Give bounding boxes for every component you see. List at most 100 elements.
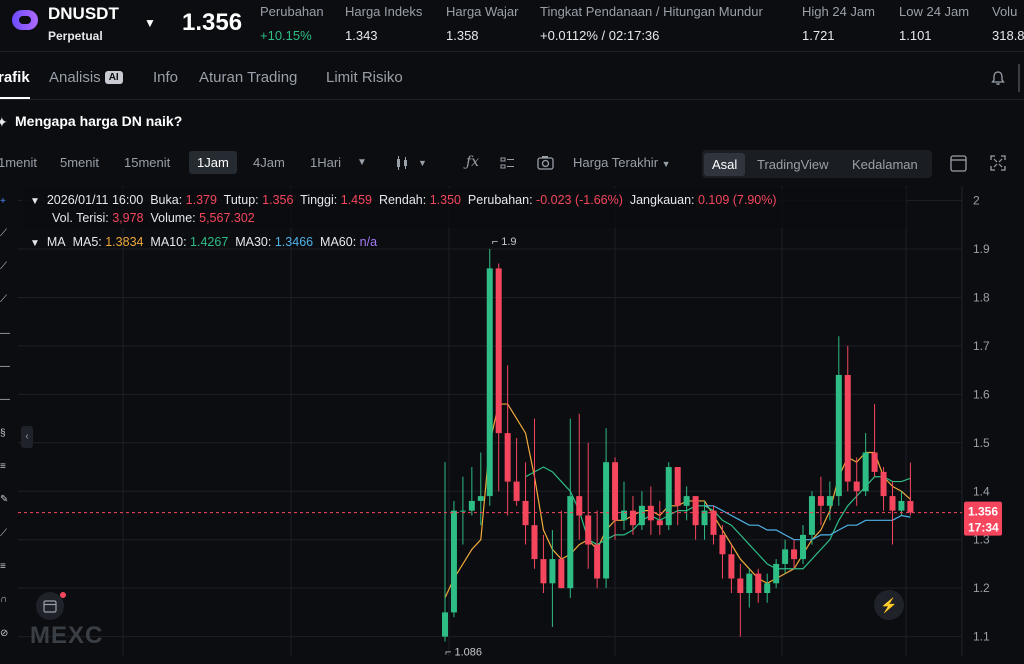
timeframe-1m[interactable]: 1menit bbox=[0, 155, 38, 170]
timeframe-1h[interactable]: 1Jam bbox=[189, 151, 237, 174]
calendar-button[interactable] bbox=[36, 592, 64, 620]
extended-line-icon[interactable]: ⟋ bbox=[0, 294, 7, 305]
candle-body bbox=[603, 462, 610, 579]
candle-body bbox=[889, 496, 896, 511]
ma-title: MA bbox=[46, 235, 66, 249]
tab-info[interactable]: Info bbox=[153, 69, 179, 86]
stat-value: 1.343 bbox=[345, 28, 378, 43]
stat-label: Harga Wajar bbox=[446, 4, 519, 19]
view-depth[interactable]: Kedalaman bbox=[852, 157, 918, 172]
close-label: Tutup: bbox=[223, 193, 259, 207]
candle-body bbox=[835, 374, 842, 497]
ma10-label: MA10: bbox=[150, 235, 187, 249]
candle-body bbox=[549, 559, 556, 584]
ray-icon[interactable]: ⟋ bbox=[0, 261, 7, 272]
candle-type-icon[interactable] bbox=[395, 155, 411, 171]
stat-low-24h: Low 24 Jam 1.101 bbox=[899, 4, 969, 43]
y-tick-label: 1.6 bbox=[973, 387, 990, 401]
horizontal-line-icon[interactable]: — bbox=[0, 328, 10, 339]
y-tick-label: 1.9 bbox=[973, 242, 990, 256]
tab-analysis[interactable]: Analisis AI bbox=[49, 69, 123, 86]
question-icon: ✦ bbox=[0, 114, 8, 130]
question-row[interactable]: ✦ Mengapa harga DN naik? bbox=[0, 102, 1024, 142]
candle-body bbox=[486, 268, 493, 497]
ohlc-overlay-bg bbox=[22, 188, 906, 228]
fib-icon[interactable]: § bbox=[0, 428, 6, 439]
contract-type: Perpetual bbox=[48, 29, 103, 43]
candle-body bbox=[898, 500, 905, 511]
bell-icon[interactable] bbox=[990, 70, 1006, 86]
collapse-toolbar-button[interactable]: ‹ bbox=[21, 426, 33, 448]
view-tradingview[interactable]: TradingView bbox=[757, 157, 829, 172]
symbol-name: DNUSDT bbox=[48, 4, 119, 23]
calendar-icon bbox=[43, 600, 57, 613]
eye-icon[interactable]: ⊘ bbox=[0, 628, 9, 639]
timeframe-4h[interactable]: 4Jam bbox=[253, 155, 285, 170]
change-label: Perubahan: bbox=[467, 193, 533, 207]
candle-body bbox=[513, 481, 520, 501]
horizontal-ray-icon[interactable]: — bbox=[0, 361, 10, 372]
more-timeframes-icon[interactable]: ▼ bbox=[357, 157, 367, 168]
candle-body bbox=[907, 500, 914, 513]
max-price-marker: ⌐ 1.9 bbox=[492, 236, 517, 248]
ohlc-info-line: ▼ 2026/01/11 16:00 Buka: 1.379 Tutup: 1.… bbox=[30, 193, 777, 207]
brush-icon[interactable]: ✎ bbox=[0, 494, 9, 505]
y-tick-label: 1.4 bbox=[973, 484, 990, 498]
ma30-line bbox=[704, 505, 911, 541]
text-tool-icon[interactable]: ≡ bbox=[0, 561, 6, 572]
candle-body bbox=[531, 525, 538, 560]
stat-value: +10.15% bbox=[260, 28, 312, 43]
candle-body bbox=[871, 452, 878, 472]
stat-label: Low 24 Jam bbox=[899, 4, 970, 19]
crosshair-icon[interactable]: + bbox=[0, 196, 6, 207]
indicator-fx-icon[interactable]: ƒx bbox=[466, 154, 480, 170]
high-label: Tinggi: bbox=[300, 193, 338, 207]
stat-fair-price: Harga Wajar 1.358 bbox=[446, 4, 518, 43]
candle-body bbox=[862, 452, 869, 492]
ma5-label: MA5: bbox=[72, 235, 102, 249]
panel-divider[interactable] bbox=[1018, 64, 1020, 92]
timeframe-5m[interactable]: 5menit bbox=[60, 155, 100, 170]
min-price-marker: ⌐ 1.086 bbox=[445, 646, 482, 656]
collapse-caret-icon[interactable]: ▼ bbox=[30, 238, 40, 249]
ma30-label: MA30: bbox=[235, 235, 272, 249]
ma60-label: MA60: bbox=[320, 235, 357, 249]
tab-trading-rules[interactable]: Aturan Trading bbox=[199, 69, 298, 86]
collapse-caret-icon[interactable]: ▼ bbox=[30, 196, 40, 207]
lightning-button[interactable]: ⚡ bbox=[874, 590, 904, 620]
candlestick-chart[interactable]: 2 1.9 1.8 1.7 1.6 1.5 1.4 1.3 1.2 1.1 1.356 17:34 ⌐ … bbox=[18, 186, 1024, 656]
measure-icon[interactable]: ≡ bbox=[0, 461, 6, 472]
price-type-label: Harga Terakhir bbox=[573, 155, 659, 170]
exchange-watermark: MEXC bbox=[30, 622, 104, 649]
stat-label: Volu bbox=[992, 4, 1018, 19]
volume-label: Volume: bbox=[150, 211, 196, 225]
candle-body bbox=[791, 549, 798, 560]
close-value: 1.356 bbox=[262, 193, 294, 207]
last-price: 1.356 bbox=[182, 9, 243, 36]
trend-line-icon[interactable]: ⟋ bbox=[0, 228, 7, 239]
pattern-icon[interactable]: ⟋ bbox=[0, 528, 7, 539]
timeframe-15m[interactable]: 15menit bbox=[124, 155, 171, 170]
ma10-value: 1.4267 bbox=[190, 235, 229, 249]
view-original[interactable]: Asal bbox=[704, 153, 746, 176]
stat-value: 318.8 bbox=[992, 28, 1024, 43]
candle-body bbox=[576, 496, 583, 516]
current-price-label: 1.356 bbox=[968, 505, 998, 519]
chart-toolbar: 1menit 5menit 15menit 1Jam 4Jam 1Hari ▼ … bbox=[0, 146, 1024, 182]
candle-body bbox=[826, 496, 833, 506]
camera-icon[interactable] bbox=[537, 155, 554, 170]
chevron-down-icon[interactable]: ▼ bbox=[418, 158, 427, 168]
oi-value: 3,978 bbox=[112, 211, 144, 225]
settings-list-icon[interactable] bbox=[500, 156, 515, 171]
caret-down-icon[interactable]: ▼ bbox=[144, 16, 156, 30]
tab-chart[interactable]: rafik bbox=[0, 69, 30, 86]
magnet-icon[interactable]: ∩ bbox=[0, 594, 8, 605]
stat-value: +0.0112% / 02:17:36 bbox=[540, 28, 660, 43]
fullscreen-icon[interactable] bbox=[990, 155, 1006, 171]
price-line-icon[interactable]: — bbox=[0, 394, 10, 405]
price-type-dropdown[interactable]: Harga Terakhir ▼ bbox=[573, 155, 671, 170]
timeframe-1d[interactable]: 1Hari bbox=[310, 155, 342, 170]
layout-icon[interactable] bbox=[950, 155, 967, 172]
tab-risk-limit[interactable]: Limit Risiko bbox=[326, 69, 403, 86]
candle-body bbox=[495, 268, 502, 434]
